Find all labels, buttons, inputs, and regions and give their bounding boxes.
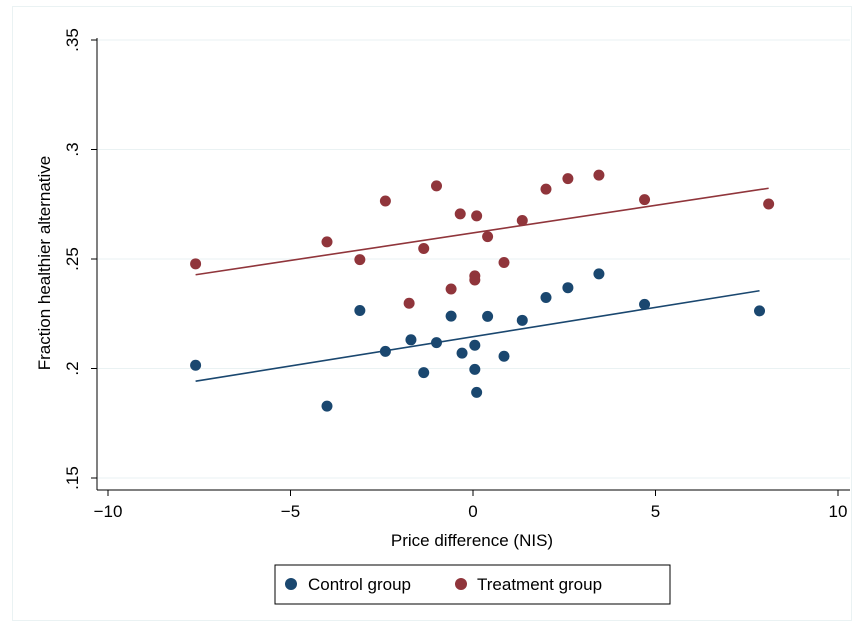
y-tick-label: .35 <box>63 28 82 52</box>
fit-line-control <box>195 289 760 382</box>
legend-box <box>274 564 671 605</box>
data-point-control <box>562 282 574 294</box>
data-point-treatment <box>379 195 391 207</box>
data-point-treatment <box>354 254 366 266</box>
data-points <box>190 169 775 412</box>
data-point-treatment <box>639 194 651 206</box>
data-point-control <box>593 268 605 280</box>
data-point-control <box>354 304 366 316</box>
y-tick-label: .15 <box>63 466 82 490</box>
data-point-treatment <box>418 242 430 254</box>
data-point-treatment <box>593 169 605 181</box>
fit-line-treatment <box>195 187 769 276</box>
x-tick-label: 0 <box>468 502 477 521</box>
data-point-treatment <box>454 208 466 220</box>
legend: Control group Treatment group <box>274 564 671 605</box>
y-tick-label: .25 <box>63 247 82 271</box>
data-point-control <box>418 367 430 379</box>
data-point-treatment <box>540 183 552 195</box>
y-tick-label: .3 <box>63 142 82 156</box>
tick-labels: .15 .2 .25 .3 .35 −10 −5 0 5 10 <box>63 28 847 521</box>
axes <box>91 38 850 496</box>
data-point-control <box>540 292 552 304</box>
data-point-control <box>456 347 468 359</box>
data-point-treatment <box>562 173 574 185</box>
y-tick-label: .2 <box>63 361 82 375</box>
data-point-treatment <box>403 297 415 309</box>
data-point-control <box>469 363 481 375</box>
data-point-control <box>471 386 483 398</box>
data-point-treatment <box>445 283 457 295</box>
data-point-control <box>754 305 766 317</box>
data-point-treatment <box>321 236 333 248</box>
legend-marker-control <box>285 578 297 590</box>
y-axis-title: Fraction healthier alternative <box>35 156 54 371</box>
data-point-control <box>639 298 651 310</box>
data-point-control <box>405 334 417 346</box>
chart-frame <box>12 6 852 621</box>
data-point-control <box>321 400 333 412</box>
fit-lines <box>195 187 769 382</box>
data-point-control <box>431 337 442 349</box>
data-point-treatment <box>190 258 202 270</box>
x-tick-label: 10 <box>829 502 848 521</box>
legend-label-control: Control group <box>308 575 411 594</box>
x-tick-label: 5 <box>651 502 660 521</box>
data-point-treatment <box>431 180 442 192</box>
x-tick-label: −10 <box>94 502 123 521</box>
legend-marker-treatment <box>455 578 467 590</box>
grid-lines <box>97 39 850 479</box>
data-point-control <box>482 310 494 322</box>
data-point-control <box>379 345 391 357</box>
data-point-control <box>190 359 202 371</box>
x-axis-title: Price difference (NIS) <box>391 531 553 550</box>
data-point-control <box>498 350 510 362</box>
data-point-control <box>516 314 528 326</box>
data-point-treatment <box>471 210 483 222</box>
data-point-treatment <box>516 214 528 226</box>
legend-label-treatment: Treatment group <box>477 575 602 594</box>
data-point-treatment <box>498 257 510 269</box>
x-tick-label: −5 <box>281 502 300 521</box>
data-point-treatment <box>482 231 494 243</box>
data-point-control <box>445 310 457 322</box>
data-point-treatment <box>469 274 481 286</box>
data-point-control <box>469 339 481 351</box>
data-point-treatment <box>763 198 775 210</box>
